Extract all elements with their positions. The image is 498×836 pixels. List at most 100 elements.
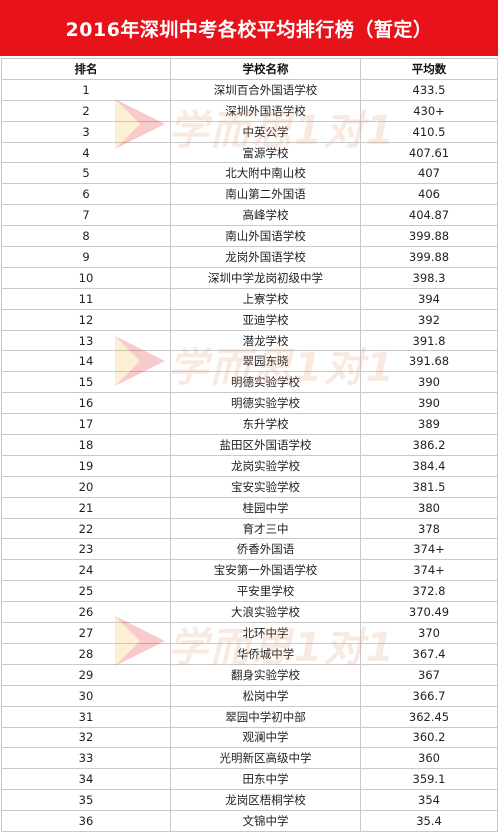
rank-cell: 28 <box>1 642 171 665</box>
average-score-cell: 430+ <box>360 99 498 122</box>
school-name-cell: 文锦中学 <box>170 810 361 832</box>
school-name-cell: 翻身实验学校 <box>170 663 361 686</box>
table-row: 34 田东中学 359.1 <box>1 768 498 791</box>
table-row: 28 华侨城中学 367.4 <box>1 642 498 665</box>
average-score-cell: 367 <box>360 663 498 686</box>
table-row: 23 侨香外国语 374+ <box>1 538 498 561</box>
school-name-cell: 高峰学校 <box>170 204 361 227</box>
average-score-cell: 360 <box>360 747 498 770</box>
rank-cell: 6 <box>1 183 171 206</box>
average-score-cell: 380 <box>360 496 498 519</box>
school-name-cell: 龙岗实验学校 <box>170 454 361 477</box>
table-row: 29 翻身实验学校 367 <box>1 663 498 686</box>
school-name-cell: 北大附中南山校 <box>170 162 361 185</box>
table-row: 27 北环中学 370 <box>1 622 498 644</box>
rank-cell: 4 <box>1 141 171 164</box>
table-row: 5 北大附中南山校 407 <box>1 162 498 185</box>
rank-cell: 10 <box>1 266 171 289</box>
table-row: 31 翠园中学初中部 362.45 <box>1 705 498 728</box>
average-score-cell: 389 <box>360 413 498 436</box>
rank-cell: 22 <box>1 517 171 540</box>
average-score-cell: 407 <box>360 162 498 185</box>
rank-cell: 30 <box>1 684 171 707</box>
average-score-cell: 359.1 <box>360 768 498 791</box>
rank-cell: 36 <box>1 810 171 832</box>
school-name-cell: 华侨城中学 <box>170 642 361 665</box>
average-score-cell: 366.7 <box>360 684 498 707</box>
table-row: 11 上寮学校 394 <box>1 287 498 310</box>
rank-cell: 16 <box>1 392 171 415</box>
rank-cell: 3 <box>1 120 171 143</box>
rank-cell: 21 <box>1 496 171 519</box>
table-row: 25 平安里学校 372.8 <box>1 580 498 603</box>
table-row: 32 观澜中学 360.2 <box>1 726 498 749</box>
rank-cell: 2 <box>1 99 171 122</box>
school-name-cell: 田东中学 <box>170 768 361 791</box>
school-name-cell: 龙岗区梧桐学校 <box>170 789 361 812</box>
average-score-cell: 391.68 <box>360 350 498 373</box>
table-header-row: 排名 学校名称 平均数 <box>1 58 498 80</box>
average-score-cell: 406 <box>360 183 498 206</box>
school-name-cell: 宝安第一外国语学校 <box>170 559 361 582</box>
average-score-cell: 398.3 <box>360 266 498 289</box>
school-name-cell: 龙岗外国语学校 <box>170 246 361 268</box>
rank-cell: 31 <box>1 705 171 728</box>
table-row: 30 松岗中学 366.7 <box>1 684 498 707</box>
table-row: 3 中英公学 410.5 <box>1 120 498 143</box>
table-row: 24 宝安第一外国语学校 374+ <box>1 559 498 582</box>
table-row: 35 龙岗区梧桐学校 354 <box>1 789 498 812</box>
average-score-cell: 390 <box>360 392 498 415</box>
school-name-cell: 潜龙学校 <box>170 329 361 352</box>
rank-cell: 33 <box>1 747 171 770</box>
table-row: 21 桂园中学 380 <box>1 496 498 519</box>
school-name-cell: 明德实验学校 <box>170 371 361 394</box>
ranking-table: 排名 学校名称 平均数 1 深圳百合外国语学校 433.5 2 深圳外国语学校 430+ 3… <box>1 58 498 832</box>
average-score-cell: 367.4 <box>360 642 498 665</box>
average-score-cell: 370 <box>360 622 498 644</box>
rank-cell: 5 <box>1 162 171 185</box>
rank-cell: 15 <box>1 371 171 394</box>
rank-cell: 1 <box>1 78 171 101</box>
average-score-cell: 433.5 <box>360 78 498 101</box>
school-name-cell: 南山第二外国语 <box>170 183 361 206</box>
school-name-cell: 宝安实验学校 <box>170 475 361 498</box>
rank-cell: 29 <box>1 663 171 686</box>
average-score-cell: 362.45 <box>360 705 498 728</box>
rank-cell: 19 <box>1 454 171 477</box>
school-name-cell: 松岗中学 <box>170 684 361 707</box>
average-score-cell: 391.8 <box>360 329 498 352</box>
rank-cell: 18 <box>1 434 171 456</box>
rank-cell: 11 <box>1 287 171 310</box>
average-score-cell: 410.5 <box>360 120 498 143</box>
school-name-cell: 上寮学校 <box>170 287 361 310</box>
table-row: 14 翠园东晓 391.68 <box>1 350 498 373</box>
rank-cell: 34 <box>1 768 171 791</box>
average-score-cell: 370.49 <box>360 601 498 624</box>
rank-cell: 17 <box>1 413 171 436</box>
average-score-cell: 35.4 <box>360 810 498 832</box>
table-row: 13 潜龙学校 391.8 <box>1 329 498 352</box>
average-score-cell: 404.87 <box>360 204 498 227</box>
rank-cell: 35 <box>1 789 171 812</box>
table-row: 8 南山外国语学校 399.88 <box>1 225 498 248</box>
table-row: 33 光明新区高级中学 360 <box>1 747 498 770</box>
table-row: 7 高峰学校 404.87 <box>1 204 498 227</box>
rank-cell: 32 <box>1 726 171 749</box>
school-name-cell: 大浪实验学校 <box>170 601 361 624</box>
school-name-cell: 观澜中学 <box>170 726 361 749</box>
average-score-cell: 394 <box>360 287 498 310</box>
average-score-cell: 386.2 <box>360 434 498 456</box>
page-title: 2016年深圳中考各校平均排行榜（暂定） <box>0 0 498 56</box>
rank-cell: 23 <box>1 538 171 561</box>
rank-cell: 24 <box>1 559 171 582</box>
rank-cell: 7 <box>1 204 171 227</box>
table-row: 10 深圳中学龙岗初级中学 398.3 <box>1 266 498 289</box>
average-score-cell: 354 <box>360 789 498 812</box>
table-row: 1 深圳百合外国语学校 433.5 <box>1 78 498 101</box>
school-name-cell: 盐田区外国语学校 <box>170 434 361 456</box>
school-name-cell: 翠园中学初中部 <box>170 705 361 728</box>
average-score-cell: 381.5 <box>360 475 498 498</box>
average-score-cell: 372.8 <box>360 580 498 603</box>
table-row: 36 文锦中学 35.4 <box>1 810 498 832</box>
rank-cell: 25 <box>1 580 171 603</box>
